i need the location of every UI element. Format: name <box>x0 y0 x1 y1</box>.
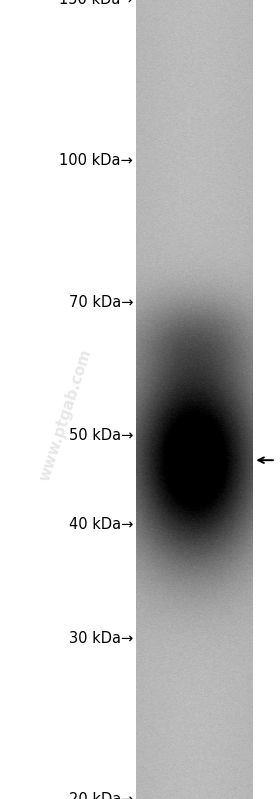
Text: www.ptgab.com: www.ptgab.com <box>37 348 94 483</box>
Text: 50 kDa→: 50 kDa→ <box>69 428 133 443</box>
Text: 40 kDa→: 40 kDa→ <box>69 517 133 531</box>
Text: 100 kDa→: 100 kDa→ <box>59 153 133 169</box>
Text: 150 kDa→: 150 kDa→ <box>59 0 133 7</box>
Text: 30 kDa→: 30 kDa→ <box>69 630 133 646</box>
Text: 20 kDa→: 20 kDa→ <box>69 792 133 799</box>
Text: 70 kDa→: 70 kDa→ <box>69 295 133 310</box>
